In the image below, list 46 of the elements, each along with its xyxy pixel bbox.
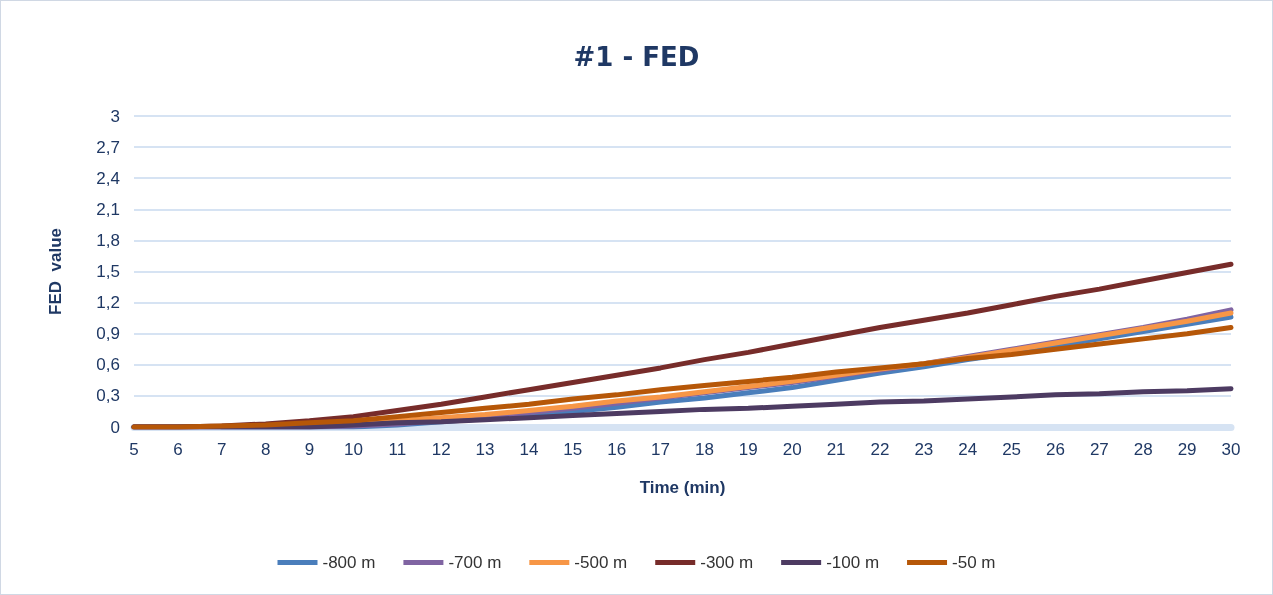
x-tick-label: 14 bbox=[519, 440, 539, 459]
y-tick-label: 2,4 bbox=[96, 168, 120, 188]
y-tick-label: 0 bbox=[110, 417, 120, 437]
x-axis-title: Time (min) bbox=[639, 478, 726, 497]
x-tick-label: 26 bbox=[1046, 440, 1065, 459]
x-tick-label: 9 bbox=[304, 440, 315, 459]
x-tick-label: 22 bbox=[870, 440, 890, 459]
x-tick-label: 24 bbox=[958, 440, 978, 459]
legend-label: -300 m bbox=[700, 553, 754, 572]
x-tick-label: 16 bbox=[607, 440, 627, 459]
x-tick-label: 25 bbox=[1002, 440, 1022, 459]
x-tick-label: 11 bbox=[388, 440, 407, 459]
x-tick-label: 30 bbox=[1221, 440, 1241, 459]
legend-label: -500 m bbox=[574, 553, 628, 572]
x-tick-label: 29 bbox=[1177, 440, 1197, 459]
x-tick-label: 23 bbox=[914, 440, 934, 459]
x-tick-label: 12 bbox=[431, 440, 451, 459]
chart-title: #1 - FED bbox=[573, 42, 700, 72]
legend-label: -700 m bbox=[448, 553, 502, 572]
x-tick-label: 18 bbox=[694, 440, 714, 459]
x-tick-label: 17 bbox=[651, 440, 671, 459]
x-tick-label: 5 bbox=[129, 440, 139, 459]
x-tick-label: 19 bbox=[738, 440, 758, 459]
x-tick-label: 21 bbox=[826, 440, 846, 459]
y-tick-label: 3 bbox=[110, 106, 120, 126]
x-tick-label: 10 bbox=[343, 440, 363, 459]
y-tick-label: 1,2 bbox=[96, 293, 120, 313]
y-tick-label: 1,5 bbox=[96, 262, 120, 281]
y-tick-label: 1,8 bbox=[96, 230, 120, 250]
legend-label: -800 m bbox=[322, 553, 376, 572]
legend-label: -100 m bbox=[826, 553, 880, 572]
x-tick-label: 6 bbox=[173, 440, 183, 459]
y-tick-label: 2,7 bbox=[96, 137, 120, 157]
x-tick-label: 28 bbox=[1133, 440, 1153, 459]
x-tick-label: 13 bbox=[475, 440, 495, 459]
y-tick-label: 0,9 bbox=[96, 324, 120, 344]
x-tick-label: 8 bbox=[260, 440, 271, 459]
y-tick-label: 2,1 bbox=[96, 199, 120, 219]
x-tick-label: 15 bbox=[563, 440, 583, 459]
y-tick-label: 0,6 bbox=[96, 355, 120, 375]
x-tick-label: 20 bbox=[782, 440, 802, 459]
x-tick-label: 27 bbox=[1089, 440, 1109, 459]
y-tick-label: 0,3 bbox=[96, 386, 120, 406]
y-axis-title: FED value bbox=[46, 228, 65, 315]
x-tick-label: 7 bbox=[217, 440, 227, 459]
legend-label: -50 m bbox=[952, 553, 996, 572]
